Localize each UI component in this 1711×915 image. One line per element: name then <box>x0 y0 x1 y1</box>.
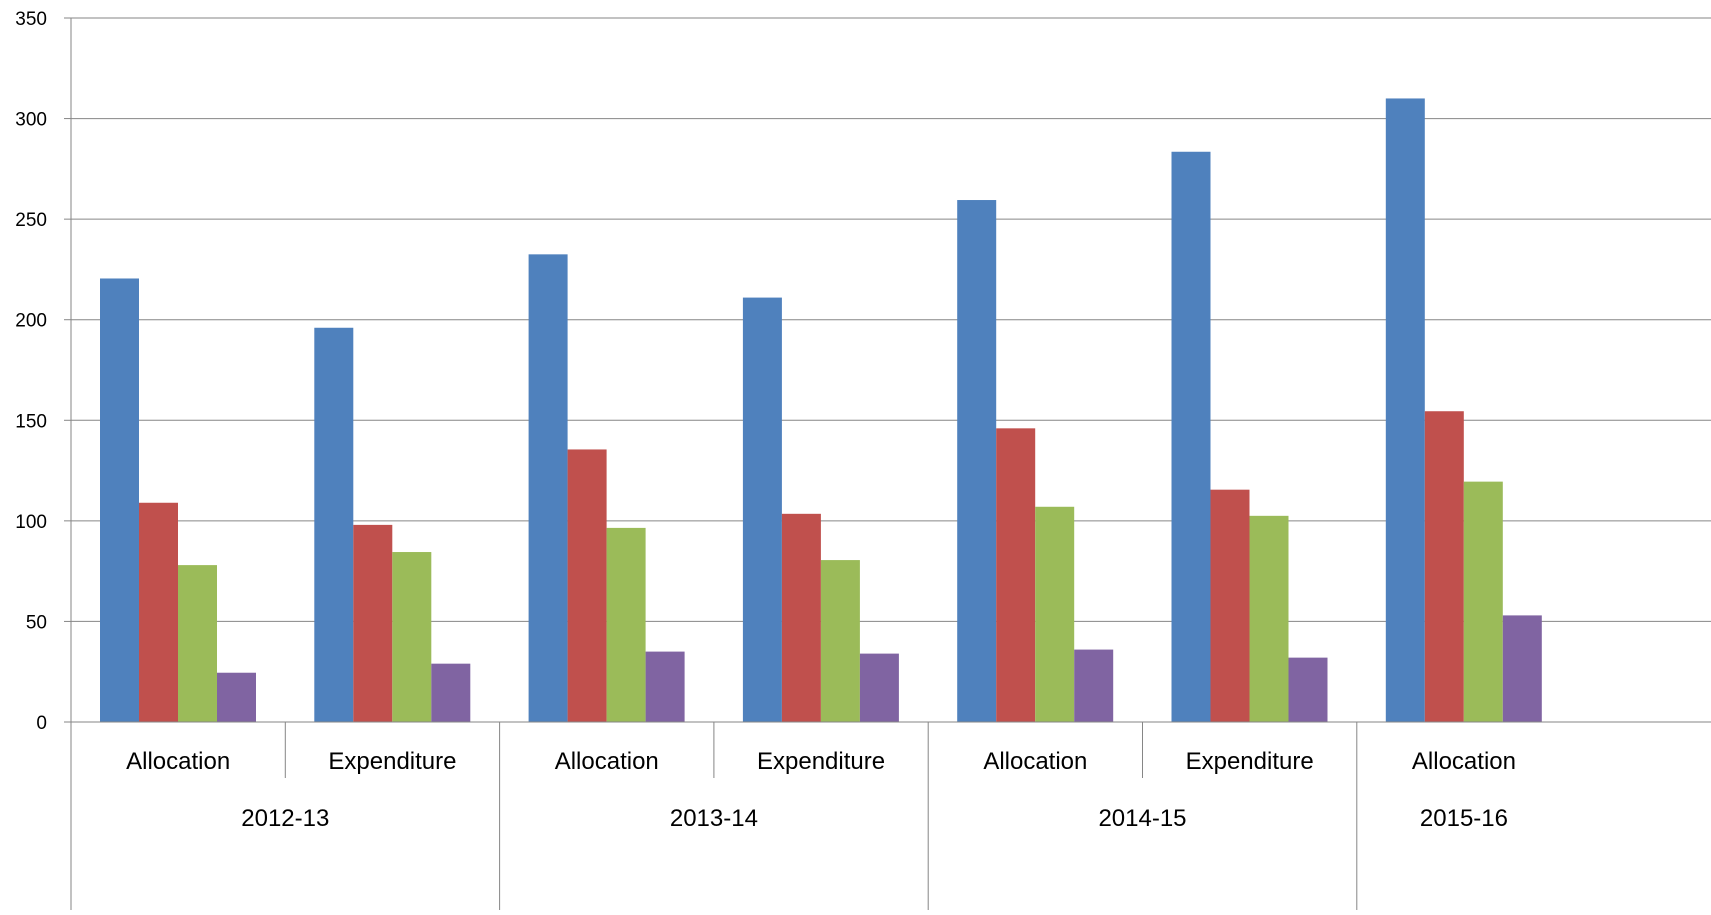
bar <box>1249 515 1289 722</box>
y-tick-label: 200 <box>15 311 47 332</box>
bar <box>217 672 256 722</box>
y-tick-label: 250 <box>15 210 47 231</box>
bar <box>1288 657 1328 722</box>
bar <box>1210 489 1250 722</box>
y-tick-label: 300 <box>15 110 47 131</box>
x-group-label: 2012-13 <box>241 805 329 832</box>
bar <box>859 653 899 722</box>
x-category-label: Allocation <box>555 748 659 775</box>
bar <box>567 449 607 722</box>
bar <box>1171 151 1211 722</box>
bar <box>957 200 997 722</box>
bar <box>820 560 860 722</box>
bar <box>606 527 646 722</box>
y-tick-label: 350 <box>15 9 47 30</box>
x-category-label: Allocation <box>126 748 230 775</box>
bar <box>1035 506 1075 722</box>
x-group-label: 2015-16 <box>1420 805 1508 832</box>
bar <box>996 428 1036 722</box>
bar <box>392 552 432 722</box>
x-category-label: Allocation <box>1412 748 1516 775</box>
bar <box>781 513 821 722</box>
y-tick-label: 100 <box>15 512 47 533</box>
y-tick-label: 50 <box>26 612 47 633</box>
bar <box>1385 98 1425 722</box>
labels: 0 50 100 150 200 250 300 350 Allocation Expenditu… <box>15 9 1516 832</box>
bar <box>1502 615 1542 722</box>
x-category-label: Allocation <box>983 748 1087 775</box>
bar <box>178 565 217 722</box>
x-category-label: Expenditure <box>328 748 456 775</box>
bar <box>100 278 139 722</box>
bar <box>314 327 354 722</box>
y-tick-label: 0 <box>36 713 47 734</box>
bar <box>528 254 568 723</box>
bar <box>1463 481 1503 722</box>
bar <box>645 651 685 722</box>
x-group-label: 2014-15 <box>1098 805 1186 832</box>
bar <box>139 502 178 722</box>
y-tick-label: 150 <box>15 411 47 432</box>
bar <box>1424 411 1464 722</box>
bar <box>742 297 782 722</box>
x-group-label: 2013-14 <box>670 805 758 832</box>
bar <box>353 524 393 722</box>
bars <box>100 98 1542 723</box>
x-category-label: Expenditure <box>757 748 885 775</box>
x-category-label: Expenditure <box>1186 748 1314 775</box>
bar <box>1074 649 1114 722</box>
bar <box>431 663 471 722</box>
axes <box>64 17 1711 910</box>
